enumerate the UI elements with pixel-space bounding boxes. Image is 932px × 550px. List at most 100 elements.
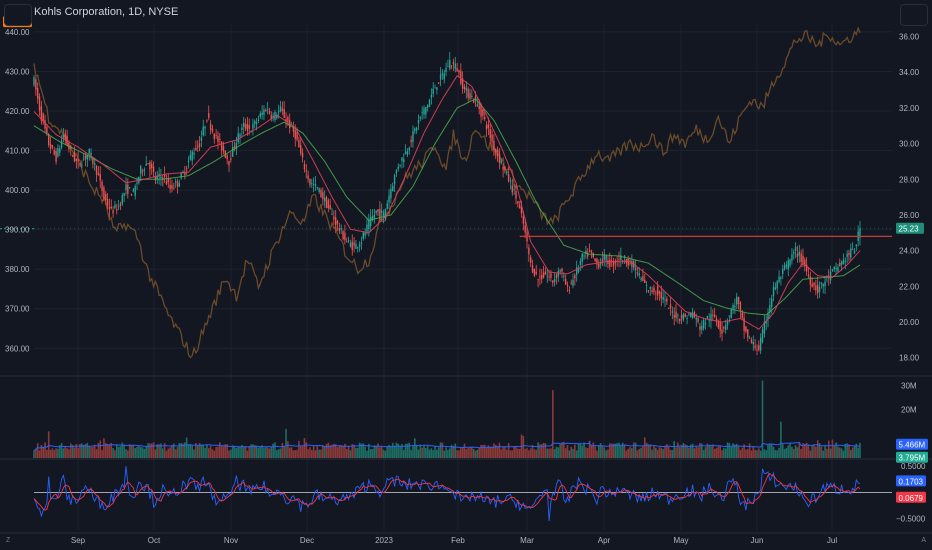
candle-body xyxy=(410,139,412,143)
candle-body xyxy=(730,309,732,319)
candle-body xyxy=(673,315,675,318)
candle-body xyxy=(95,165,98,175)
volume-bar xyxy=(428,449,431,458)
candle-body xyxy=(266,108,269,110)
candle-body xyxy=(550,273,552,278)
x-axis-tick-label: Feb xyxy=(451,536,465,545)
candle-body xyxy=(338,228,341,231)
candle-body xyxy=(141,170,144,172)
candle-body xyxy=(147,163,149,165)
volume-bar xyxy=(86,442,89,458)
volume-bar xyxy=(224,444,227,458)
candle-body xyxy=(682,314,685,321)
candle-body xyxy=(507,174,510,182)
candle-body xyxy=(572,279,574,286)
volume-bar xyxy=(673,441,675,458)
candle-body xyxy=(809,276,812,285)
corner-menu-button-right[interactable] xyxy=(900,4,928,26)
volume-bar xyxy=(379,447,381,458)
candle-body xyxy=(241,127,243,130)
volume-bar xyxy=(193,449,195,458)
candle-body xyxy=(268,110,271,114)
volume-bar xyxy=(664,445,666,458)
candle-body xyxy=(688,313,690,315)
candle-body xyxy=(679,318,681,321)
volume-bar xyxy=(263,447,265,458)
candle-body xyxy=(859,228,861,238)
corner-menu-button-left[interactable] xyxy=(4,4,32,26)
volume-bar xyxy=(222,446,225,458)
volume-bar xyxy=(631,448,633,458)
candle-body xyxy=(542,272,545,278)
candle-body xyxy=(193,152,195,155)
volume-bar xyxy=(259,446,262,458)
volume-bar xyxy=(827,440,830,458)
volume-bar xyxy=(792,448,795,458)
volume-bar xyxy=(776,450,779,458)
volume-bar xyxy=(373,445,376,458)
volume-bar xyxy=(391,442,394,458)
candle-body xyxy=(471,96,473,97)
volume-bar xyxy=(553,449,556,458)
volume-bar xyxy=(62,448,65,458)
candle-body xyxy=(564,278,567,285)
candle-body xyxy=(660,292,663,299)
candle-body xyxy=(48,134,50,146)
candle-body xyxy=(237,133,239,143)
volume-bar xyxy=(656,449,659,458)
candle-body xyxy=(530,257,532,263)
volume-bar xyxy=(577,443,580,458)
volume-bar xyxy=(791,446,793,458)
candle-body xyxy=(325,197,328,209)
candle-body xyxy=(71,155,74,157)
volume-bar xyxy=(184,442,186,458)
volume-bar xyxy=(366,450,368,458)
volume-bar xyxy=(156,444,159,458)
x-axis-tick-label: Apr xyxy=(598,536,611,545)
volume-bar xyxy=(533,449,536,458)
candle-body xyxy=(450,65,453,67)
volume-bar xyxy=(614,443,617,458)
horizontal-level-line[interactable] xyxy=(0,228,892,237)
candle-body xyxy=(445,67,447,73)
volume-bar xyxy=(285,428,287,458)
volume-bar xyxy=(325,443,328,458)
candle-body xyxy=(787,260,789,270)
candle-body xyxy=(162,177,164,180)
candle-body xyxy=(472,100,475,103)
volume-bar xyxy=(154,449,157,458)
candle-body xyxy=(228,160,230,166)
candle-body xyxy=(357,247,359,249)
candle-body xyxy=(517,201,519,204)
candle-body xyxy=(844,261,846,262)
candle-body xyxy=(839,262,841,266)
candle-body xyxy=(607,260,609,264)
candle-body xyxy=(456,68,458,72)
volume-bar xyxy=(158,444,160,458)
volume-bar xyxy=(572,448,574,458)
candle-body xyxy=(163,174,166,177)
volume-bar xyxy=(46,449,48,458)
left-axis-tick-label: 380.00 xyxy=(5,265,30,274)
candle-body xyxy=(520,206,523,214)
candle-body xyxy=(119,204,122,206)
candle-body xyxy=(680,315,683,319)
volume-bar xyxy=(169,447,171,458)
candle-body xyxy=(390,188,392,199)
right-axis-tick-label: 24.00 xyxy=(899,247,920,256)
candle-body xyxy=(393,175,396,185)
candle-body xyxy=(254,121,256,124)
volume-bar xyxy=(654,447,657,458)
candle-body xyxy=(108,206,111,210)
candle-body xyxy=(642,275,644,282)
volume-bar xyxy=(507,443,510,458)
candle-body xyxy=(640,278,642,280)
candle-body xyxy=(209,123,212,130)
candle-body xyxy=(187,160,190,163)
candle-body xyxy=(167,178,169,183)
volume-bar xyxy=(380,446,383,458)
volume-bar xyxy=(732,443,734,458)
candle-body xyxy=(220,141,223,151)
candle-body xyxy=(165,181,168,185)
